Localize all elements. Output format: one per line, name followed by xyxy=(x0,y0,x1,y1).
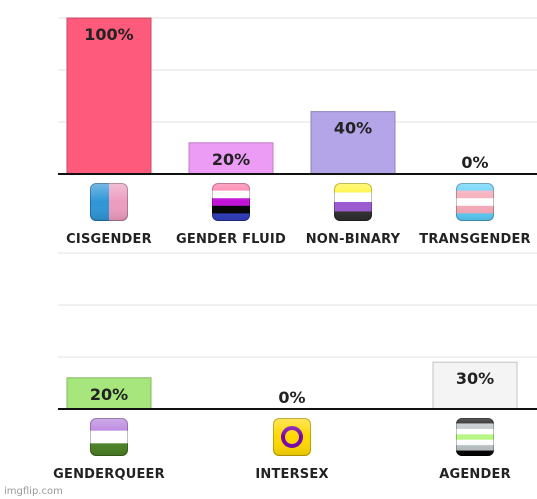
category-label: TRANSGENDER xyxy=(419,232,531,247)
bar-gender-fluid xyxy=(188,142,274,175)
category-label: INTERSEX xyxy=(255,467,328,482)
category-label: GENDERQUEER xyxy=(53,467,165,482)
value-label: 20% xyxy=(90,385,128,404)
value-label: 30% xyxy=(456,369,494,388)
value-label: 100% xyxy=(84,25,133,44)
genderqueer-flag-icon xyxy=(90,418,128,456)
category-label: GENDER FLUID xyxy=(176,232,286,247)
chart-panel-2: 20% GENDERQUEER 0% INTERSEX 30% AGENDER xyxy=(53,252,537,482)
nonbinary-flag-icon xyxy=(334,183,372,221)
intersex-flag-icon xyxy=(273,418,311,456)
genderfluid-flag-icon xyxy=(212,183,250,221)
category-label: NON-BINARY xyxy=(306,232,401,247)
category-label: AGENDER xyxy=(439,467,511,482)
agender-flag-icon xyxy=(456,418,494,456)
bar-genderqueer xyxy=(66,377,152,410)
value-label: 0% xyxy=(461,153,488,172)
bar-cisgender xyxy=(66,17,152,175)
cisgender-flag-icon xyxy=(90,183,128,221)
chart-panel-1: 100% CISGENDER 20% GENDER FLUID 40% NON-BINAR… xyxy=(58,17,537,247)
transgender-flag-icon xyxy=(456,183,494,221)
bar-non-binary xyxy=(310,111,396,175)
value-label: 20% xyxy=(212,150,250,169)
value-label: 40% xyxy=(334,119,372,138)
bar-agender xyxy=(432,361,518,410)
watermark: imgflip.com xyxy=(4,486,63,497)
value-label: 0% xyxy=(278,388,305,407)
category-label: CISGENDER xyxy=(66,232,152,247)
